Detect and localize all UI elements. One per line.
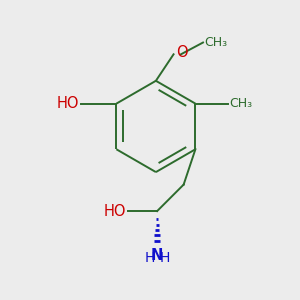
Text: O: O <box>176 45 188 60</box>
Text: N: N <box>151 248 163 263</box>
Text: HO: HO <box>104 204 126 219</box>
Text: H: H <box>159 251 170 265</box>
Text: HO: HO <box>57 96 80 111</box>
Text: CH₃: CH₃ <box>229 97 252 110</box>
Text: CH₃: CH₃ <box>205 36 228 49</box>
Text: H: H <box>145 251 155 265</box>
